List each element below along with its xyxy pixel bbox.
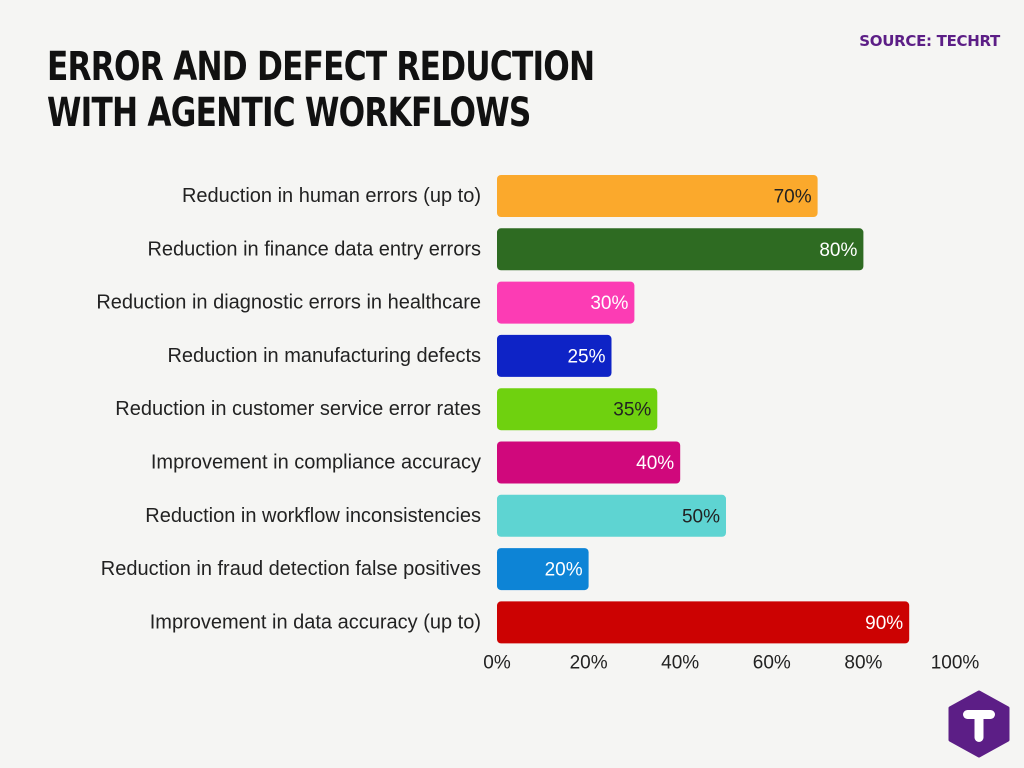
- data-label: 30%: [590, 293, 628, 314]
- source-label: SOURCE: TECHRT: [859, 32, 1000, 50]
- data-label: 40%: [636, 453, 674, 474]
- bar: [497, 334, 612, 377]
- category-label: Reduction in workflow inconsistencies: [145, 505, 481, 527]
- category-label: Reduction in diagnostic errors in health…: [96, 292, 481, 314]
- data-label: 25%: [567, 346, 605, 367]
- chart-title: ERROR AND DEFECT REDUCTION WITH AGENTIC …: [47, 44, 595, 136]
- category-label: Reduction in customer service error rate…: [115, 398, 481, 420]
- data-label: 35%: [613, 400, 651, 421]
- bar: [497, 494, 726, 537]
- category-label: Improvement in data accuracy (up to): [150, 611, 481, 633]
- category-label: Reduction in manufacturing defects: [167, 345, 481, 367]
- data-label: 50%: [682, 506, 720, 527]
- techrt-logo-icon: [948, 690, 1010, 758]
- x-tick-label: 40%: [661, 653, 699, 674]
- x-tick-label: 20%: [570, 653, 608, 674]
- category-label: Reduction in human errors (up to): [182, 185, 481, 207]
- category-label: Reduction in finance data entry errors: [147, 238, 481, 260]
- x-tick-label: 80%: [844, 653, 882, 674]
- bar: [497, 388, 658, 431]
- data-label: 20%: [545, 560, 583, 581]
- x-tick-label: 100%: [931, 653, 980, 674]
- bar: [497, 281, 635, 324]
- category-label: Reduction in fraud detection false posit…: [101, 558, 481, 580]
- bar: [497, 175, 818, 217]
- data-label: 90%: [865, 613, 903, 634]
- data-label: 70%: [774, 187, 812, 208]
- bar: [497, 441, 681, 484]
- x-tick-label: 0%: [483, 653, 511, 674]
- bar: [497, 601, 910, 644]
- category-label: Improvement in compliance accuracy: [151, 452, 481, 474]
- data-label: 80%: [819, 240, 857, 261]
- bar: [497, 548, 589, 591]
- bar: [497, 228, 864, 271]
- x-tick-label: 60%: [753, 653, 791, 674]
